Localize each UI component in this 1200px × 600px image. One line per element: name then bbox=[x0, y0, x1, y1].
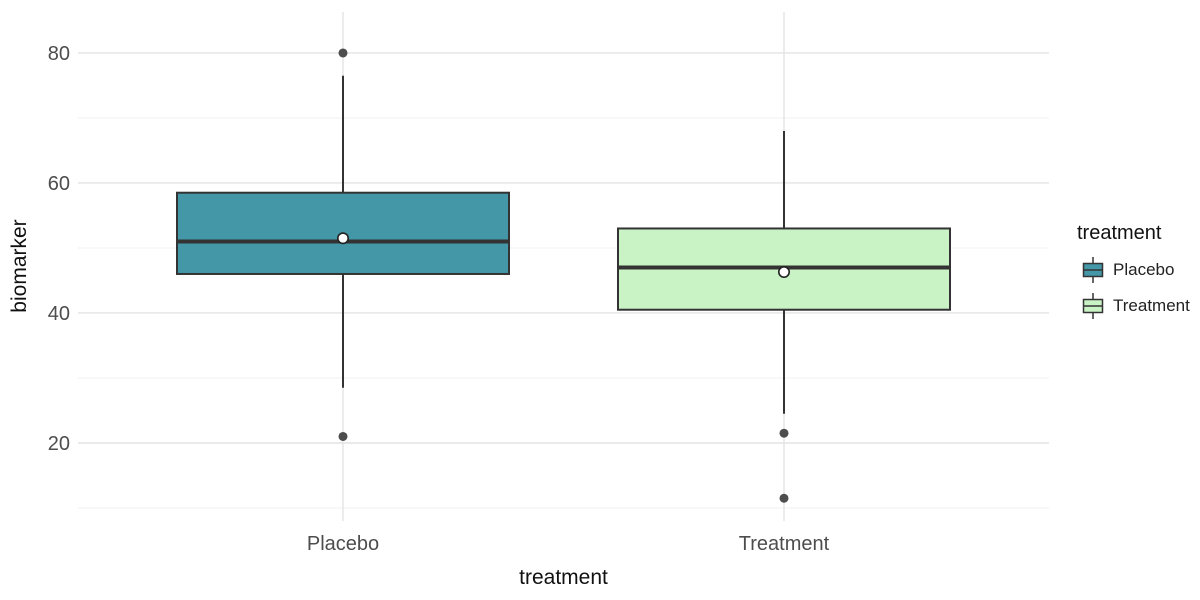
legend-label-treatment: Treatment bbox=[1113, 295, 1190, 315]
legend-entry-placebo: Placebo bbox=[1081, 255, 1190, 284]
boxplot-key-icon bbox=[1082, 292, 1104, 319]
y-axis-title: biomarker bbox=[8, 219, 31, 313]
x-tick-label: Treatment bbox=[739, 533, 830, 555]
legend: treatment Placebo Treatment bbox=[1077, 222, 1190, 327]
mean-point bbox=[336, 232, 349, 245]
y-tick-label: 20 bbox=[48, 433, 70, 455]
outlier-point bbox=[338, 48, 348, 58]
y-tick-label: 40 bbox=[48, 303, 70, 325]
legend-entry-treatment: Treatment bbox=[1081, 291, 1190, 320]
outlier-point bbox=[779, 428, 789, 438]
outlier-point bbox=[338, 431, 348, 441]
mean-point bbox=[777, 266, 790, 279]
legend-title: treatment bbox=[1077, 222, 1162, 244]
outlier-point bbox=[779, 493, 789, 503]
y-tick-label: 60 bbox=[48, 173, 70, 195]
legend-label-placebo: Placebo bbox=[1113, 259, 1175, 279]
boxplot-key-icon bbox=[1082, 256, 1104, 283]
x-axis-title: treatment bbox=[519, 566, 608, 589]
x-tick-label: Placebo bbox=[307, 533, 379, 555]
y-tick-label: 80 bbox=[48, 43, 70, 65]
